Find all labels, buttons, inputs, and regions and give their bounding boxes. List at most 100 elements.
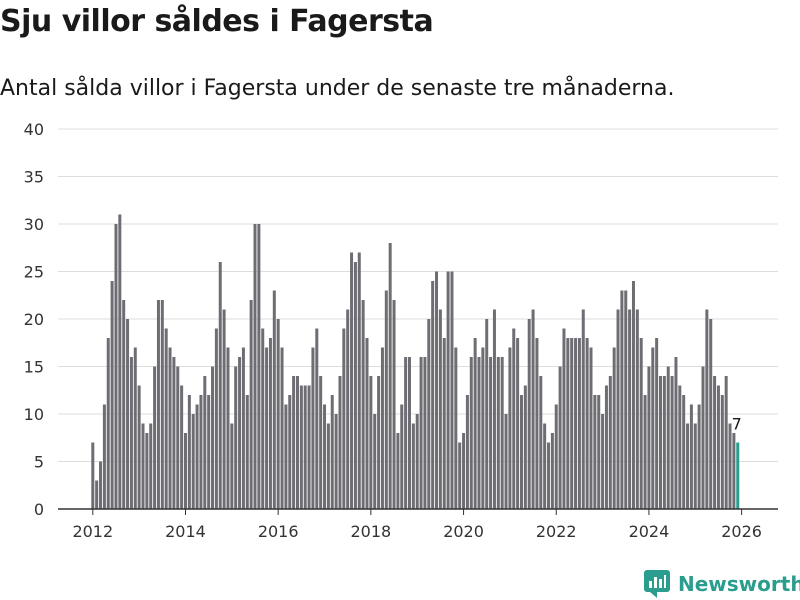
bar	[133, 347, 137, 509]
bar	[95, 480, 99, 509]
bar	[114, 224, 118, 509]
bar	[241, 347, 245, 509]
bar	[168, 347, 172, 509]
bar	[543, 423, 547, 509]
bar	[639, 338, 643, 509]
bar	[253, 224, 257, 509]
bar	[334, 414, 338, 509]
bar	[635, 309, 639, 509]
bar	[465, 395, 469, 509]
bar	[346, 309, 350, 509]
bar	[384, 290, 388, 509]
bar	[566, 338, 570, 509]
bar	[145, 433, 149, 509]
bar	[257, 224, 261, 509]
bar	[280, 347, 284, 509]
bar	[315, 328, 319, 509]
bar	[659, 376, 663, 509]
bar	[303, 385, 307, 509]
bar	[211, 366, 215, 509]
bar	[631, 281, 635, 509]
chart-title: Sju villor såldes i Fagersta	[0, 4, 434, 39]
bar	[330, 395, 334, 509]
bar	[435, 271, 439, 509]
x-tick-label: 2012	[72, 522, 113, 541]
bar	[427, 319, 431, 509]
bar	[149, 423, 153, 509]
bar	[350, 252, 354, 509]
bar	[577, 338, 581, 509]
bar	[299, 385, 303, 509]
bar	[295, 376, 299, 509]
bar	[481, 347, 485, 509]
bar	[288, 395, 292, 509]
bar	[438, 309, 442, 509]
bar	[716, 385, 720, 509]
bar	[492, 309, 496, 509]
bar	[570, 338, 574, 509]
bar	[396, 433, 400, 509]
bar	[608, 376, 612, 509]
bar	[682, 395, 686, 509]
newsworthy-logo-text: Newsworthy	[678, 572, 800, 596]
bar	[129, 357, 133, 509]
bar-chart: 0 5 10 15 20 25 30 35 40 2012 2014 2016 2018 2020 2022…	[24, 120, 778, 541]
bar	[489, 357, 493, 509]
bar-latest	[736, 442, 740, 509]
x-tick-label: 2024	[629, 522, 670, 541]
bar	[597, 395, 601, 509]
bar	[593, 395, 597, 509]
bar	[411, 423, 415, 509]
bar	[272, 290, 276, 509]
bar	[234, 366, 238, 509]
bar	[323, 404, 327, 509]
bar	[450, 271, 454, 509]
latest-value-label: 7	[732, 415, 742, 434]
bar	[353, 262, 357, 509]
bar	[380, 347, 384, 509]
bar	[442, 338, 446, 509]
bar	[496, 357, 500, 509]
bar	[662, 376, 666, 509]
bar	[686, 423, 690, 509]
bar	[338, 376, 342, 509]
bar	[527, 319, 531, 509]
bar	[589, 347, 593, 509]
bar	[342, 328, 346, 509]
bar	[326, 423, 330, 509]
bar	[226, 347, 230, 509]
bar	[404, 357, 408, 509]
bar	[369, 376, 373, 509]
newsworthy-logo-icon	[644, 570, 670, 598]
bar	[531, 309, 535, 509]
bar	[697, 404, 701, 509]
bar	[431, 281, 435, 509]
bar	[180, 385, 184, 509]
bar	[693, 423, 697, 509]
bar	[423, 357, 427, 509]
bar	[203, 376, 207, 509]
bar	[245, 395, 249, 509]
bar	[91, 442, 95, 509]
bar	[415, 414, 419, 509]
bar	[500, 357, 504, 509]
bar	[122, 300, 126, 509]
x-tick-label: 2018	[351, 522, 392, 541]
bar	[249, 300, 253, 509]
bar	[141, 423, 145, 509]
bar	[307, 385, 311, 509]
bar	[601, 414, 605, 509]
bar	[373, 414, 377, 509]
bar	[477, 357, 481, 509]
bar	[581, 309, 585, 509]
bar	[319, 376, 323, 509]
bar	[612, 347, 616, 509]
bar	[268, 338, 272, 509]
x-tick-label: 2022	[536, 522, 577, 541]
x-tick-label: 2014	[165, 522, 206, 541]
bar	[261, 328, 265, 509]
bar	[539, 376, 543, 509]
bar	[176, 366, 180, 509]
x-tick-label: 2020	[443, 522, 484, 541]
bar	[504, 414, 508, 509]
